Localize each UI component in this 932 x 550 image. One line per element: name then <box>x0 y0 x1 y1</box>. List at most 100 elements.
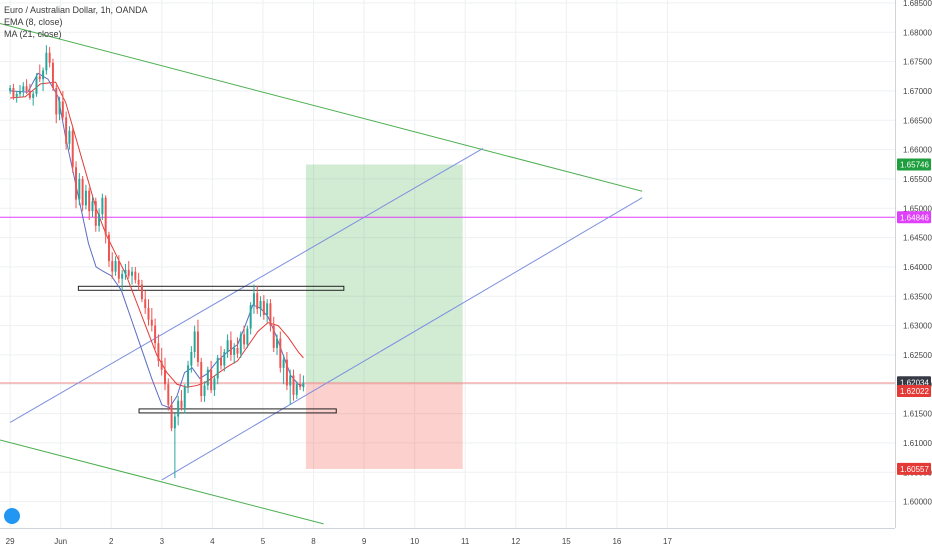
candle-body <box>35 76 38 94</box>
y-tick-label: 1.61500 <box>903 410 932 419</box>
price-tag-label: 1.60557 <box>900 465 929 474</box>
chart-legend: Euro / Australian Dollar, 1h, OANDA EMA … <box>4 4 148 40</box>
candle-body <box>276 338 279 348</box>
candle-body <box>121 273 124 279</box>
candle-body <box>51 62 54 88</box>
candle-body <box>48 52 51 63</box>
candle-body <box>249 305 252 329</box>
candle-body <box>137 279 140 285</box>
candle-body <box>272 325 275 348</box>
y-tick-label: 1.65500 <box>903 175 932 184</box>
x-tick-label: 16 <box>612 537 621 546</box>
candle-body <box>252 293 255 306</box>
lower-channel-line <box>161 197 643 481</box>
target-zone <box>305 164 463 383</box>
upper-channel-line <box>9 147 484 423</box>
candle-body <box>127 269 130 276</box>
x-tick-label: 15 <box>562 537 571 546</box>
candle-body <box>19 90 21 94</box>
price-axis-bg <box>895 0 932 550</box>
candle-body <box>259 300 262 310</box>
candle-body <box>104 197 107 235</box>
candle-body <box>269 303 272 326</box>
x-tick-label: 29 <box>6 537 15 546</box>
candle-body <box>61 101 64 118</box>
candle-body <box>239 334 242 354</box>
candle-body <box>206 369 209 386</box>
candle-body <box>295 384 298 395</box>
candle-body <box>78 178 81 200</box>
candle-body <box>157 343 160 361</box>
price-tag <box>897 158 931 171</box>
candle-body <box>94 201 97 226</box>
candle-body <box>160 360 163 370</box>
candle-body <box>91 201 94 212</box>
candle-body <box>266 303 269 316</box>
lower-green-trendline <box>0 439 324 525</box>
candle-body <box>229 340 232 355</box>
candle-body <box>193 331 196 352</box>
y-tick-label: 1.63500 <box>903 292 932 301</box>
x-tick-label: 4 <box>210 537 215 546</box>
candle-body <box>117 261 120 279</box>
tradingview-logo-icon <box>4 508 20 524</box>
y-tick-label: 1.60000 <box>903 498 932 507</box>
candle-body <box>55 88 58 115</box>
y-tick-label: 1.67000 <box>903 87 932 96</box>
price-tag-label: 1.64846 <box>900 213 929 222</box>
upper-resistance-zone <box>77 285 345 291</box>
lower-support-zone <box>138 408 337 414</box>
y-tick-label: 1.62500 <box>903 351 932 360</box>
x-tick-label: Jun <box>54 537 67 546</box>
candle-body <box>150 319 153 326</box>
candle-body <box>114 261 117 272</box>
candle-body <box>177 400 180 417</box>
y-tick-label: 1.66500 <box>903 116 932 125</box>
candle-body <box>32 93 35 98</box>
x-tick-label: 9 <box>362 537 367 546</box>
ema-8-line <box>10 72 304 409</box>
y-tick-label: 1.63000 <box>903 322 932 331</box>
candle-body <box>111 261 114 272</box>
candle-body <box>84 190 87 206</box>
y-tick-label: 1.66000 <box>903 146 932 155</box>
candle-body <box>28 90 31 98</box>
price-tag <box>897 384 931 397</box>
candle-body <box>246 328 249 345</box>
candle-body <box>180 400 183 408</box>
candle-body <box>243 334 246 345</box>
upper-green-trendline <box>0 22 643 192</box>
candle-body <box>107 234 110 262</box>
candle-body <box>12 88 15 97</box>
candle-body <box>68 130 71 144</box>
y-tick-label: 1.64000 <box>903 263 932 272</box>
candle-body <box>302 382 305 388</box>
candle-body <box>183 387 186 408</box>
candle-body <box>140 284 143 300</box>
candle-body <box>124 269 127 274</box>
indicator-ema-label: EMA (8, close) <box>4 17 63 27</box>
ma-21-line <box>10 81 304 388</box>
candle-body <box>147 308 150 320</box>
candle-body <box>65 117 68 144</box>
candle-body <box>282 359 285 368</box>
candle-body <box>233 347 236 355</box>
candle-body <box>299 384 302 388</box>
candle-body <box>187 365 190 388</box>
candle-body <box>262 300 265 316</box>
candle-body <box>134 271 137 280</box>
candle-body <box>98 214 101 226</box>
candle-body <box>279 338 282 368</box>
y-tick-label: 1.68500 <box>903 0 932 8</box>
candle-body <box>196 331 199 362</box>
candle-body <box>256 293 259 310</box>
price-tag-label: 1.65746 <box>900 161 929 170</box>
candle-body <box>213 378 216 391</box>
candle-body <box>170 404 173 429</box>
candle-body <box>210 369 213 391</box>
y-tick-label: 1.68000 <box>903 28 932 37</box>
candle-body <box>22 86 25 91</box>
candle-body <box>220 357 222 366</box>
x-tick-label: 10 <box>410 537 419 546</box>
